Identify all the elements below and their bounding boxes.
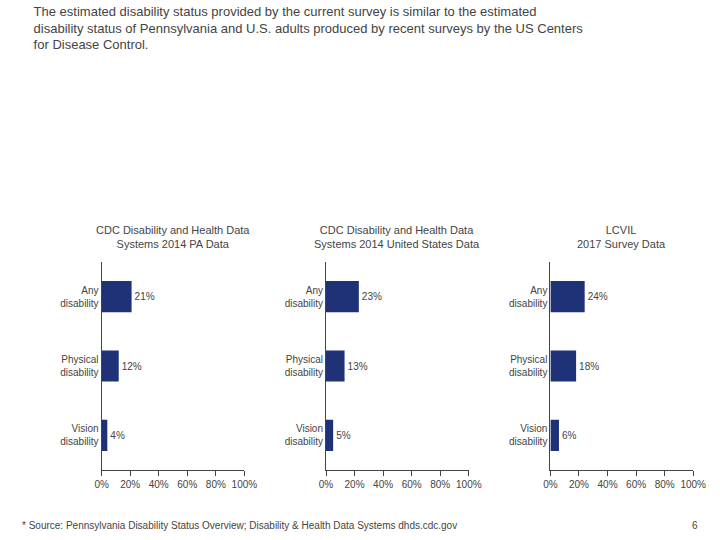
svg-text:LCVIL2017 Survey Data: LCVIL2017 Survey Data [577,224,666,250]
svg-text:Visiondisability: Visiondisability [509,423,547,447]
svg-text:100%: 100% [680,479,706,490]
svg-text:60%: 60% [626,479,646,490]
svg-text:0%: 0% [543,479,558,490]
svg-text:60%: 60% [177,479,197,490]
svg-text:23%: 23% [362,291,382,302]
svg-text:20%: 20% [345,479,365,490]
svg-text:6: 6 [692,520,698,531]
svg-text:Physicaldisability: Physicaldisability [285,354,323,378]
svg-text:24%: 24% [588,291,608,302]
svg-text:20%: 20% [120,479,140,490]
svg-text:Physicaldisability: Physicaldisability [60,354,98,378]
svg-text:4%: 4% [110,430,125,441]
svg-text:0%: 0% [319,479,334,490]
svg-text:Physicaldisability: Physicaldisability [509,354,547,378]
svg-text:Anydisability: Anydisability [509,285,547,309]
svg-text:80%: 80% [655,479,675,490]
svg-text:60%: 60% [402,479,422,490]
svg-text:6%: 6% [562,430,577,441]
svg-text:13%: 13% [348,361,368,372]
svg-text:100%: 100% [232,479,258,490]
svg-text:Anydisability: Anydisability [60,285,98,309]
svg-text:40%: 40% [373,479,393,490]
svg-text:0%: 0% [94,479,109,490]
svg-text:Anydisability: Anydisability [285,285,323,309]
svg-text:80%: 80% [430,479,450,490]
svg-text:21%: 21% [135,291,155,302]
svg-text:80%: 80% [206,479,226,490]
svg-text:Visiondisability: Visiondisability [285,423,323,447]
svg-text:12%: 12% [122,361,142,372]
svg-text:* Source: Pennsylvania Disabil: * Source: Pennsylvania Disability Status… [22,520,457,531]
svg-text:40%: 40% [598,479,618,490]
svg-text:18%: 18% [579,361,599,372]
svg-text:Visiondisability: Visiondisability [60,423,98,447]
svg-text:The estimated disability statu: The estimated disability status provided… [34,4,584,53]
svg-text:CDC Disability and Health Data: CDC Disability and Health DataSystems 20… [314,224,480,250]
svg-text:CDC Disability and Health Data: CDC Disability and Health DataSystems 20… [96,224,250,250]
svg-text:40%: 40% [149,479,169,490]
svg-text:20%: 20% [569,479,589,490]
svg-text:100%: 100% [456,479,482,490]
svg-text:5%: 5% [336,430,351,441]
